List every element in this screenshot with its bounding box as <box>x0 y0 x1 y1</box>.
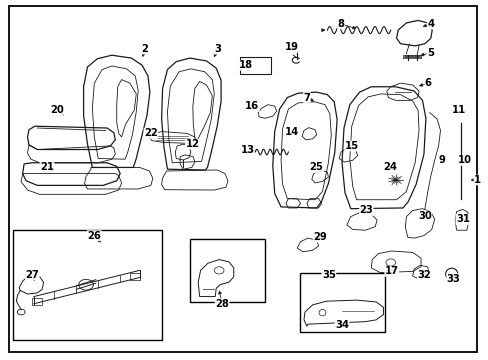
Text: 30: 30 <box>417 211 431 221</box>
Text: 19: 19 <box>285 42 299 52</box>
Text: 25: 25 <box>309 162 323 172</box>
Text: 16: 16 <box>245 102 259 112</box>
Text: 27: 27 <box>25 270 39 280</box>
Text: 31: 31 <box>455 215 469 224</box>
Bar <box>189 239 265 302</box>
Text: 9: 9 <box>438 155 445 165</box>
Bar <box>130 273 140 280</box>
Text: 3: 3 <box>214 44 221 54</box>
Text: 35: 35 <box>321 270 335 280</box>
Text: 4: 4 <box>427 19 433 29</box>
Text: 32: 32 <box>417 270 430 280</box>
Text: 20: 20 <box>50 105 63 115</box>
Text: 29: 29 <box>313 232 326 242</box>
Text: 21: 21 <box>40 162 54 172</box>
Text: 13: 13 <box>240 144 254 154</box>
Text: 22: 22 <box>143 129 158 138</box>
Text: 18: 18 <box>239 60 252 70</box>
Text: 26: 26 <box>87 231 101 240</box>
Text: 2: 2 <box>141 44 148 54</box>
Text: 5: 5 <box>427 48 433 58</box>
Bar <box>239 57 271 74</box>
Text: 1: 1 <box>473 175 480 185</box>
Text: 23: 23 <box>359 206 372 216</box>
Text: 11: 11 <box>451 105 465 115</box>
Text: 8: 8 <box>337 19 344 29</box>
Text: 33: 33 <box>446 274 460 284</box>
Text: 6: 6 <box>424 78 431 88</box>
Text: 7: 7 <box>303 93 310 103</box>
Text: 28: 28 <box>215 299 228 309</box>
Bar <box>32 298 42 305</box>
Bar <box>299 273 384 332</box>
Text: 17: 17 <box>384 266 398 276</box>
Bar <box>13 230 161 339</box>
Text: 10: 10 <box>457 155 471 165</box>
Text: 15: 15 <box>344 141 358 151</box>
Text: 34: 34 <box>334 320 348 330</box>
Text: 12: 12 <box>185 139 199 149</box>
Text: 24: 24 <box>382 162 396 172</box>
Text: 14: 14 <box>285 127 299 136</box>
